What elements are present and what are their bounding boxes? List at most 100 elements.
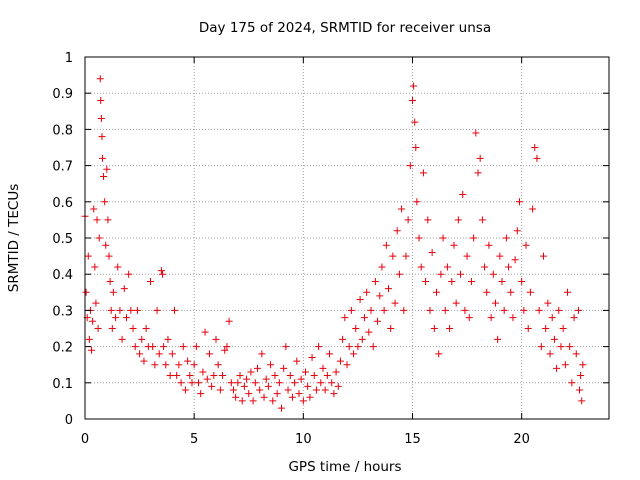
data-point bbox=[382, 241, 390, 249]
data-point bbox=[550, 335, 558, 343]
data-point bbox=[95, 234, 103, 242]
data-point bbox=[483, 288, 491, 296]
data-point bbox=[310, 372, 318, 380]
data-point bbox=[470, 234, 478, 242]
data-point bbox=[104, 216, 112, 224]
data-point bbox=[334, 382, 342, 390]
data-point bbox=[264, 382, 272, 390]
data-point bbox=[419, 169, 427, 177]
data-point bbox=[443, 263, 451, 271]
data-point bbox=[498, 277, 506, 285]
data-point bbox=[319, 364, 327, 372]
data-point bbox=[160, 343, 168, 351]
data-point bbox=[192, 343, 200, 351]
data-point bbox=[489, 270, 497, 278]
data-point bbox=[505, 263, 513, 271]
x-tick-label: 15 bbox=[404, 432, 421, 447]
data-point bbox=[564, 288, 572, 296]
data-point bbox=[229, 386, 237, 394]
x-axis-label: GPS time / hours bbox=[288, 459, 401, 475]
data-point bbox=[428, 248, 436, 256]
data-point bbox=[175, 361, 183, 369]
data-point bbox=[251, 379, 259, 387]
data-point bbox=[535, 306, 543, 314]
data-point bbox=[557, 343, 565, 351]
data-point bbox=[97, 96, 105, 104]
data-point bbox=[410, 82, 418, 90]
data-point bbox=[417, 263, 425, 271]
data-point bbox=[284, 386, 292, 394]
data-point bbox=[559, 325, 567, 332]
data-point bbox=[500, 306, 508, 314]
data-point bbox=[555, 306, 563, 314]
x-tick-label: 5 bbox=[190, 432, 198, 447]
data-point bbox=[105, 252, 113, 260]
data-point bbox=[118, 335, 126, 343]
data-point bbox=[513, 227, 521, 235]
data-point bbox=[164, 335, 172, 343]
data-point bbox=[526, 288, 534, 296]
data-point bbox=[367, 306, 375, 314]
data-point bbox=[474, 169, 482, 177]
data-point bbox=[358, 335, 366, 343]
data-point bbox=[402, 252, 410, 260]
data-point bbox=[350, 350, 358, 358]
data-point bbox=[243, 375, 251, 383]
data-point bbox=[356, 296, 364, 304]
data-point bbox=[450, 241, 458, 249]
data-point bbox=[291, 379, 299, 387]
y-tick-label: 0.5 bbox=[52, 232, 73, 247]
data-point bbox=[136, 350, 144, 358]
data-point bbox=[197, 390, 205, 398]
data-point bbox=[116, 306, 124, 314]
data-point bbox=[568, 379, 576, 387]
data-point bbox=[387, 325, 395, 332]
data-point bbox=[133, 306, 141, 314]
data-point bbox=[299, 397, 307, 405]
data-point bbox=[404, 216, 412, 224]
data-point bbox=[195, 379, 203, 387]
y-tick-label: 0.3 bbox=[52, 304, 73, 319]
data-point bbox=[312, 386, 320, 394]
data-point bbox=[553, 364, 561, 372]
y-tick-label: 0.7 bbox=[52, 160, 73, 175]
data-point bbox=[524, 325, 532, 332]
data-point bbox=[275, 379, 283, 387]
data-point bbox=[566, 343, 574, 351]
data-point bbox=[236, 372, 244, 380]
data-point bbox=[227, 379, 235, 387]
data-point bbox=[142, 325, 150, 332]
data-point bbox=[90, 205, 98, 213]
data-point bbox=[181, 386, 189, 394]
data-point bbox=[234, 379, 242, 387]
data-point bbox=[223, 343, 231, 351]
data-point bbox=[400, 306, 408, 314]
data-point bbox=[302, 368, 310, 376]
data-point bbox=[365, 328, 373, 336]
data-point bbox=[288, 393, 296, 401]
data-point bbox=[537, 343, 545, 351]
data-point bbox=[326, 350, 334, 358]
x-tick-label: 10 bbox=[295, 432, 312, 447]
data-point bbox=[125, 270, 133, 278]
data-point bbox=[336, 357, 344, 365]
data-point bbox=[199, 368, 207, 376]
data-point bbox=[278, 404, 285, 412]
data-point bbox=[293, 357, 301, 365]
data-point bbox=[120, 285, 128, 293]
data-point bbox=[376, 292, 384, 300]
data-point bbox=[258, 350, 266, 358]
data-point bbox=[304, 382, 312, 390]
data-point bbox=[249, 397, 257, 405]
data-point bbox=[100, 172, 108, 180]
data-point bbox=[212, 335, 220, 343]
data-point bbox=[426, 306, 434, 314]
y-tick-label: 1 bbox=[65, 51, 73, 66]
data-point bbox=[159, 270, 167, 278]
data-point bbox=[412, 144, 420, 151]
data-point bbox=[448, 277, 456, 285]
y-tick-label: 0.8 bbox=[52, 123, 73, 138]
data-point bbox=[411, 118, 419, 126]
data-point bbox=[548, 314, 556, 322]
